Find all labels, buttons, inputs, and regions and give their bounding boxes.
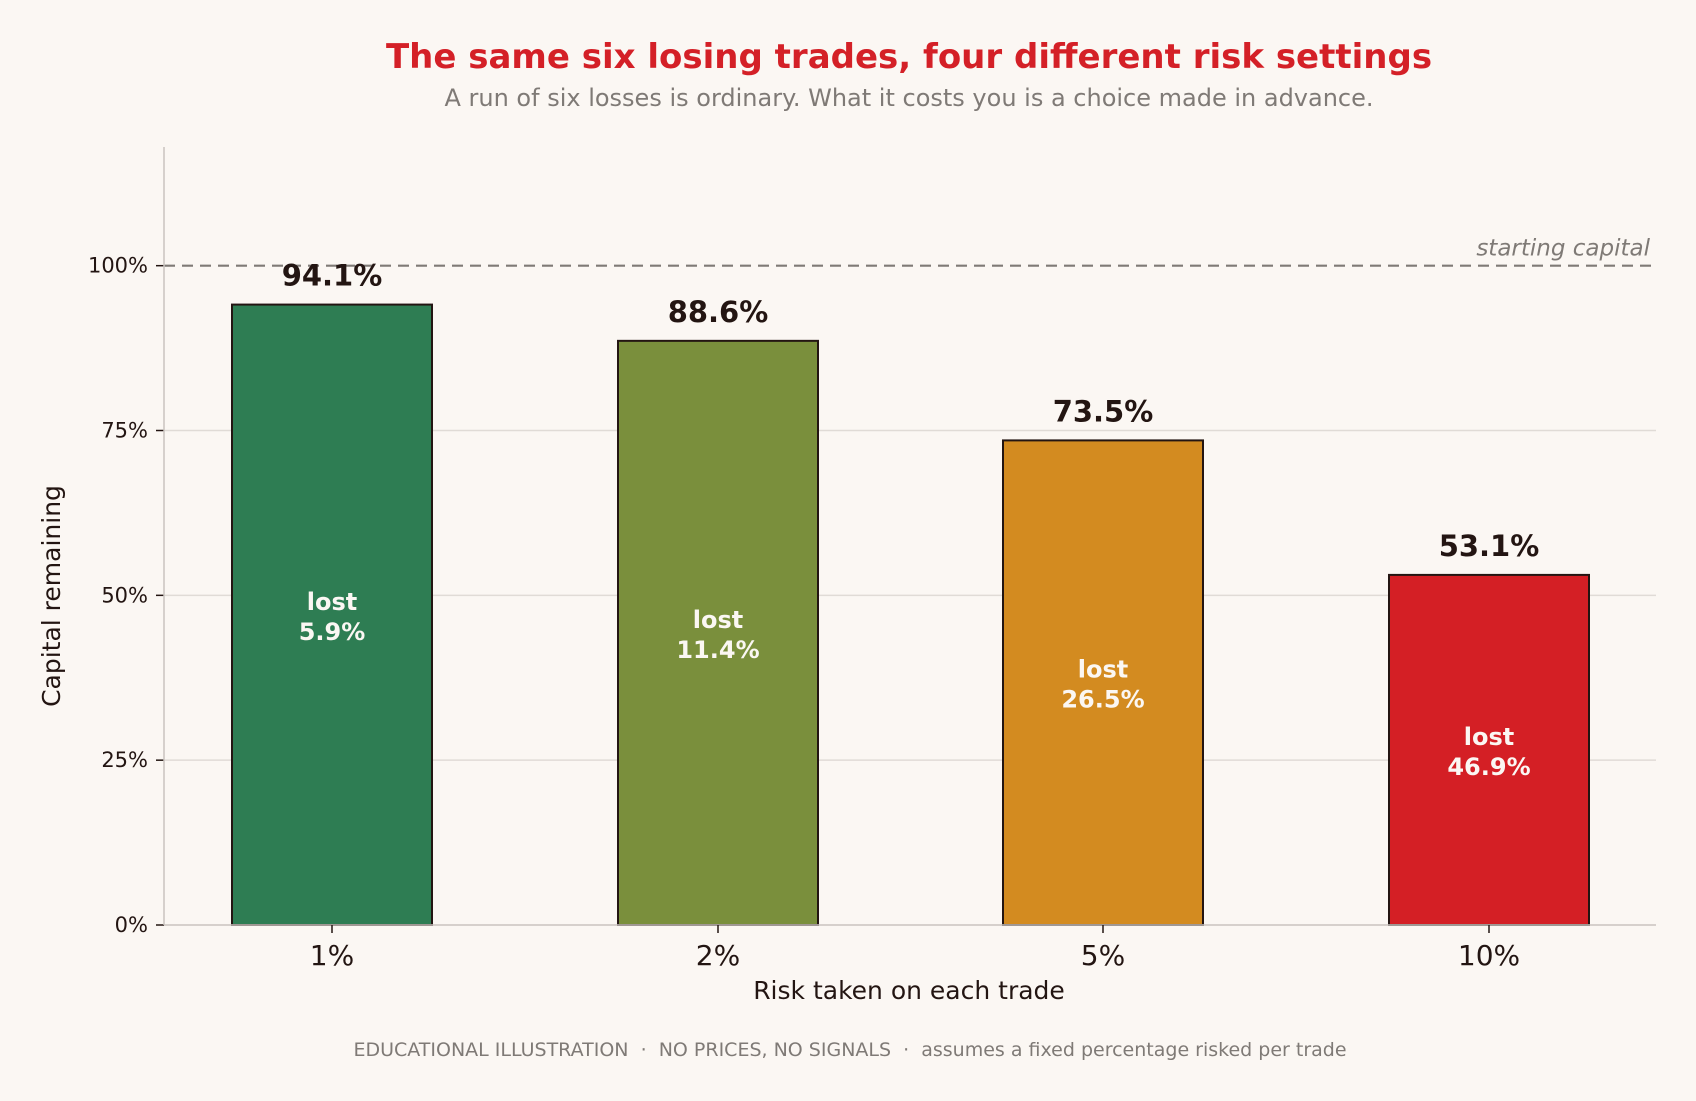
bar-lost-word: lost: [1464, 723, 1514, 751]
x-axis-title: Risk taken on each trade: [753, 976, 1065, 1005]
bar: [1002, 439, 1204, 926]
footer-note: EDUCATIONAL ILLUSTRATION · NO PRICES, NO…: [353, 1039, 1346, 1061]
x-tick-label: 2%: [696, 939, 740, 972]
y-axis-title: Capital remaining: [37, 485, 66, 707]
y-tick-label: 50%: [101, 583, 148, 607]
bar-value-label: 94.1%: [282, 259, 383, 293]
chart-subtitle: A run of six losses is ordinary. What it…: [444, 84, 1373, 112]
y-tick-label: 0%: [115, 913, 148, 937]
bar-lost-value: 5.9%: [299, 618, 366, 646]
axes: 0% 25% 50% 75% 100% 1% 2% 5% 10%: [88, 147, 1656, 972]
y-tick-label: 25%: [101, 748, 148, 772]
chart-title: The same six losing trades, four differe…: [386, 37, 1432, 77]
x-tick-label: 5%: [1081, 939, 1125, 972]
bar-lost-value: 11.4%: [676, 636, 759, 664]
starting-capital-label: starting capital: [1476, 236, 1650, 262]
bar-value-label: 88.6%: [668, 295, 769, 329]
x-tick-label: 1%: [310, 939, 354, 972]
y-tick-label: 100%: [88, 254, 148, 278]
bar: [617, 339, 819, 926]
bar-lost-word: lost: [307, 588, 357, 616]
bar-value-label: 53.1%: [1439, 529, 1540, 563]
y-tick-label: 75%: [101, 419, 148, 443]
bar-lost-value: 26.5%: [1061, 686, 1144, 714]
x-tick-label: 10%: [1458, 939, 1520, 972]
bar: [1388, 573, 1590, 927]
reference-line-group: starting capital: [164, 236, 1656, 267]
bar-lost-value: 46.9%: [1447, 753, 1530, 781]
bar-lost-word: lost: [1078, 656, 1128, 684]
bars: 94.1%lost5.9%88.6%lost11.4%73.5%lost26.5…: [231, 259, 1590, 927]
bar-value-label: 73.5%: [1053, 394, 1154, 428]
bar-lost-word: lost: [693, 606, 743, 634]
